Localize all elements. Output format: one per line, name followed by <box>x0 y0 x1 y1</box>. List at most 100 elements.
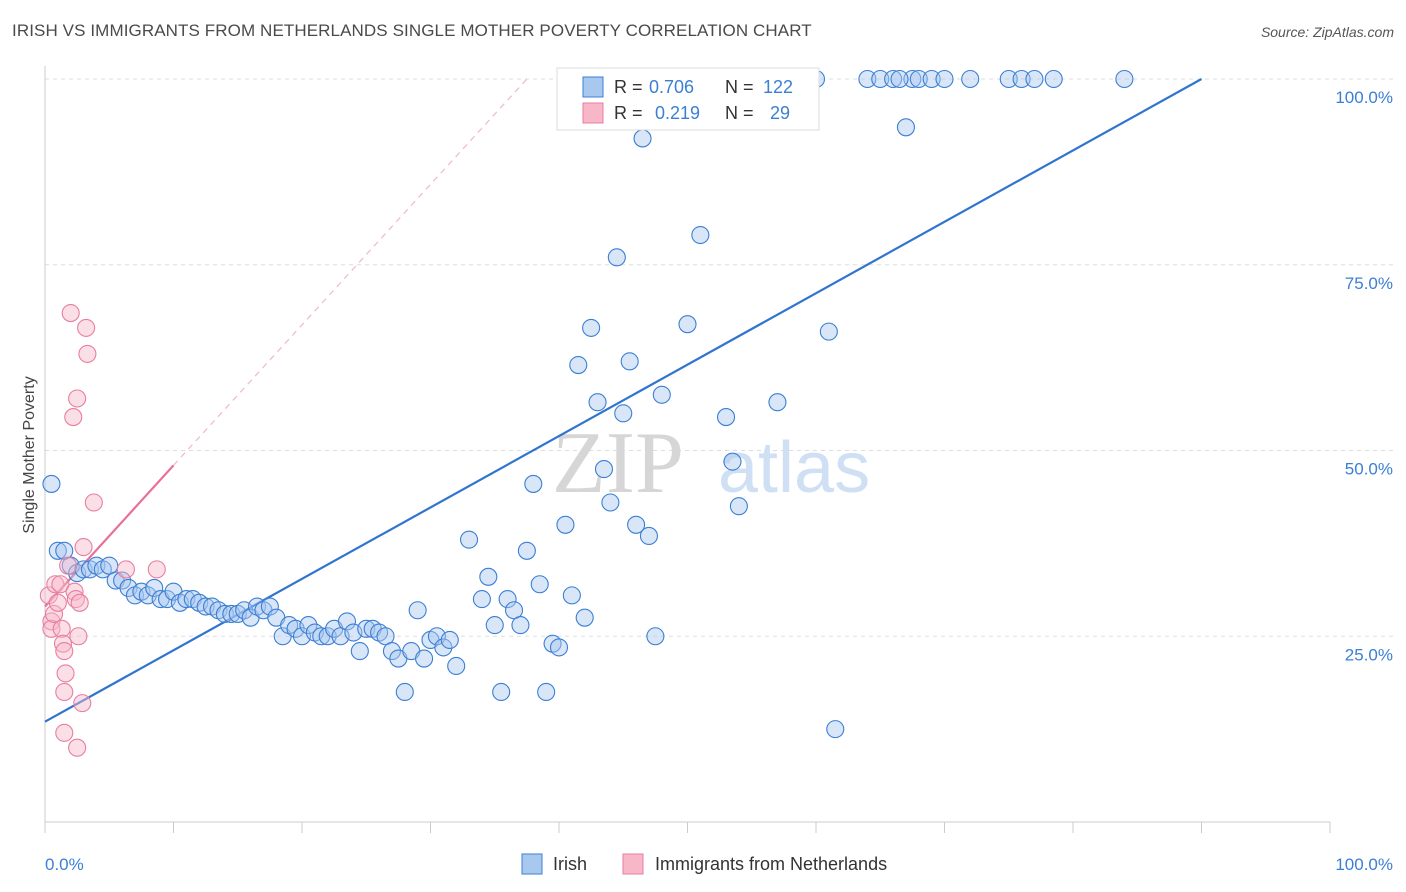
bottom-legend: Irish Immigrants from Netherlands <box>521 853 887 875</box>
trend-line-dashed-1 <box>173 78 528 466</box>
netherlands-point <box>48 593 67 612</box>
legend-r-value-1: 0.706 <box>649 77 694 97</box>
irish-point <box>620 352 639 371</box>
gridlines <box>45 78 1393 637</box>
axes <box>44 66 1331 833</box>
irish-point <box>691 225 710 245</box>
irish-point <box>511 616 530 635</box>
irish-point <box>871 69 890 89</box>
legend-n-label-2: N = <box>725 103 754 123</box>
netherlands-point <box>78 344 97 363</box>
x-tick-label-0: 0.0% <box>45 855 84 874</box>
netherlands-point <box>68 389 87 408</box>
irish-point <box>562 586 581 605</box>
legend-n-label-1: N = <box>725 77 754 97</box>
bottom-legend-label-netherlands: Immigrants from Netherlands <box>655 854 887 874</box>
irish-point <box>569 356 588 375</box>
netherlands-point <box>73 694 92 713</box>
netherlands-point <box>52 619 71 638</box>
trend-line-netherlands <box>44 464 175 608</box>
irish-point <box>113 571 132 590</box>
trend-lines <box>44 78 1203 723</box>
irish-point <box>337 612 357 631</box>
watermark-atlas: atlas <box>718 428 870 508</box>
y-tick-label-0: 25.0% <box>1345 645 1393 664</box>
netherlands-point <box>74 538 93 557</box>
irish-point <box>517 541 536 560</box>
irish-point <box>652 385 671 404</box>
irish-point <box>299 616 318 635</box>
irish-point <box>556 515 575 534</box>
legend-swatch-irish <box>582 76 604 98</box>
source-label: Source: ZipAtlas.com <box>1260 24 1394 40</box>
irish-point <box>896 118 916 137</box>
netherlands-point <box>42 619 61 638</box>
irish-point <box>819 322 838 341</box>
irish-point <box>716 408 736 427</box>
irish-point <box>935 69 954 89</box>
irish-point <box>350 642 369 661</box>
irish-point <box>530 575 549 594</box>
irish-point <box>260 597 279 616</box>
netherlands-point <box>44 604 64 624</box>
legend-r-label-1: R = <box>614 77 643 97</box>
irish-point <box>382 642 402 661</box>
irish-point <box>890 69 909 89</box>
netherlands-point <box>42 612 61 631</box>
netherlands-point <box>51 575 70 594</box>
chart-title: IRISH VS IMMIGRANTS FROM NETHERLANDS SIN… <box>12 21 812 40</box>
netherlands-point <box>53 634 73 653</box>
irish-point <box>485 616 504 635</box>
irish-point <box>524 474 543 493</box>
irish-point <box>607 248 626 267</box>
trend-line-irish <box>44 78 1203 723</box>
irish-point <box>588 393 607 412</box>
irish-point <box>639 526 659 545</box>
irish-point <box>447 656 466 676</box>
y-tick-labels: 25.0% 50.0% 75.0% 100.0% <box>1335 88 1393 664</box>
irish-point <box>1115 69 1134 89</box>
bottom-legend-swatch-irish <box>521 853 543 875</box>
irish-point <box>549 638 569 657</box>
netherlands-point <box>39 586 58 605</box>
irish-point <box>961 69 980 89</box>
irish-point <box>215 604 234 624</box>
netherlands-point <box>61 303 80 323</box>
irish-point <box>48 541 67 560</box>
legend-n-value-1: 122 <box>763 77 793 97</box>
irish-point <box>729 497 748 516</box>
y-tick-label-3: 100.0% <box>1335 88 1393 107</box>
y-axis-label: Single Mother Poverty <box>21 376 38 533</box>
irish-point <box>459 530 479 549</box>
irish-point <box>472 590 491 609</box>
irish-point <box>903 69 922 89</box>
irish-point <box>826 720 845 739</box>
netherlands-point <box>55 682 74 702</box>
netherlands-point <box>69 627 88 646</box>
legend-n-value-2: 29 <box>770 103 790 123</box>
irish-point <box>434 638 453 657</box>
irish-point <box>415 649 434 668</box>
netherlands-point <box>84 493 103 512</box>
irish-point <box>999 69 1018 89</box>
irish-point <box>440 630 459 650</box>
irish-point <box>614 404 633 423</box>
netherlands-point <box>56 664 75 683</box>
netherlands-point <box>46 575 65 594</box>
x-tick-labels: 0.0% 100.0% <box>45 855 1393 874</box>
irish-point <box>858 69 877 89</box>
irish-point <box>594 460 614 479</box>
x-tick-label-1: 100.0% <box>1335 855 1393 874</box>
irish-point <box>646 627 665 646</box>
legend-r-label-2: R = <box>614 103 643 123</box>
irish-point <box>408 601 427 620</box>
irish-point <box>145 578 164 598</box>
irish-point <box>884 69 903 89</box>
irish-point <box>1044 69 1063 89</box>
y-tick-label-2: 75.0% <box>1345 274 1393 293</box>
y-tick-label-1: 50.0% <box>1345 460 1393 479</box>
irish-point <box>1012 69 1031 89</box>
legend-swatch-netherlands <box>582 102 604 124</box>
legend-box: R = 0.706 N = 122 R = 0.219 N = 29 <box>556 67 820 131</box>
irish-point <box>395 682 414 702</box>
